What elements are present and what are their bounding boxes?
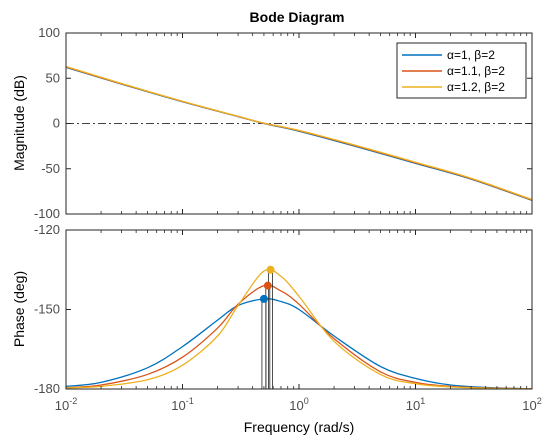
magnitude-y-tick-label: 50 — [46, 70, 60, 85]
phase-series-group — [65, 265, 533, 390]
peak-marker-1 — [259, 294, 268, 303]
x-tick-label: 101 — [406, 396, 425, 413]
phase-y-tick-label: -150 — [34, 302, 60, 317]
peak-marker-3 — [266, 265, 275, 274]
magnitude-series-group — [65, 65, 533, 202]
magnitude-y-tick-label: -100 — [34, 206, 60, 221]
phase-series-3 — [65, 268, 533, 390]
magnitude-y-tick-label: 0 — [53, 116, 60, 131]
phase-y-tick-label: -180 — [34, 381, 60, 396]
magnitude-y-tick-label: -50 — [41, 161, 60, 176]
x-tick-label: 10-2 — [55, 396, 77, 413]
legend-label-1: α=1, β=2 — [447, 48, 495, 62]
magnitude-axis-label: Magnitude (dB) — [11, 75, 27, 171]
legend: α=1, β=2 α=1.1, β=2 α=1.2, β=2 — [396, 42, 527, 99]
phase-panel: -120 -150 -180 Phase (deg) — [11, 222, 533, 396]
chart-title: Bode Diagram — [250, 9, 345, 25]
magnitude-ticks: 100 50 0 -50 -100 — [34, 25, 533, 221]
x-tick-label: 100 — [289, 396, 308, 413]
phase-ticks: -120 -150 -180 — [34, 222, 533, 396]
phase-y-tick-label: -120 — [34, 222, 60, 237]
phase-series-2 — [65, 284, 533, 390]
x-tick-label: 102 — [522, 396, 541, 413]
magnitude-y-tick-label: 100 — [38, 25, 60, 40]
phase-axis-label: Phase (deg) — [11, 271, 27, 347]
phase-series-1 — [65, 298, 533, 390]
x-tick-labels: 10-2 10-1 100 101 102 — [55, 396, 542, 413]
magnitude-series-3 — [65, 65, 533, 201]
x-tick-label: 10-1 — [171, 396, 193, 413]
legend-label-2: α=1.1, β=2 — [447, 64, 505, 78]
peak-marker-2 — [263, 281, 272, 290]
legend-label-3: α=1.2, β=2 — [447, 80, 505, 94]
x-axis-label: Frequency (rad/s) — [244, 419, 354, 435]
